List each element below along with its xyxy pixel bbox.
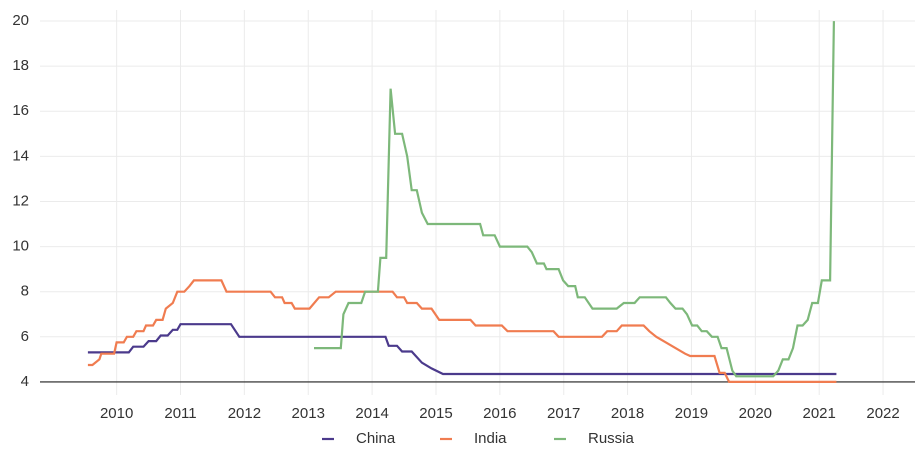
x-tick-label: 2016 [483, 405, 516, 422]
y-tick-label: 20 [12, 12, 29, 29]
y-tick-label: 12 [12, 192, 29, 209]
x-tick-label: 2021 [803, 405, 836, 422]
x-tick-label: 2014 [355, 405, 388, 422]
x-tick-label: 2020 [739, 405, 772, 422]
y-tick-label: 10 [12, 238, 29, 255]
series-line [314, 21, 835, 378]
y-tick-label: 4 [21, 373, 29, 390]
x-tick-label: 2013 [292, 405, 325, 422]
x-tick-label: 2015 [419, 405, 452, 422]
y-tick-label: 14 [12, 147, 29, 164]
legend-label: China [356, 430, 396, 447]
x-tick-label: 2017 [547, 405, 580, 422]
series-line [87, 279, 837, 383]
y-tick-label: 6 [21, 328, 29, 345]
y-tick-label: 18 [12, 57, 29, 74]
series-line [87, 323, 837, 376]
x-tick-label: 2018 [611, 405, 644, 422]
x-tick-label: 2022 [866, 405, 899, 422]
x-tick-label: 2011 [164, 405, 196, 422]
y-tick-label: 16 [12, 102, 29, 119]
y-tick-label: 8 [21, 283, 29, 300]
legend-label: Russia [588, 430, 635, 447]
x-tick-label: 2019 [675, 405, 708, 422]
x-tick-label: 2012 [228, 405, 261, 422]
x-tick-label: 2010 [100, 405, 133, 422]
legend-label: India [474, 430, 507, 447]
